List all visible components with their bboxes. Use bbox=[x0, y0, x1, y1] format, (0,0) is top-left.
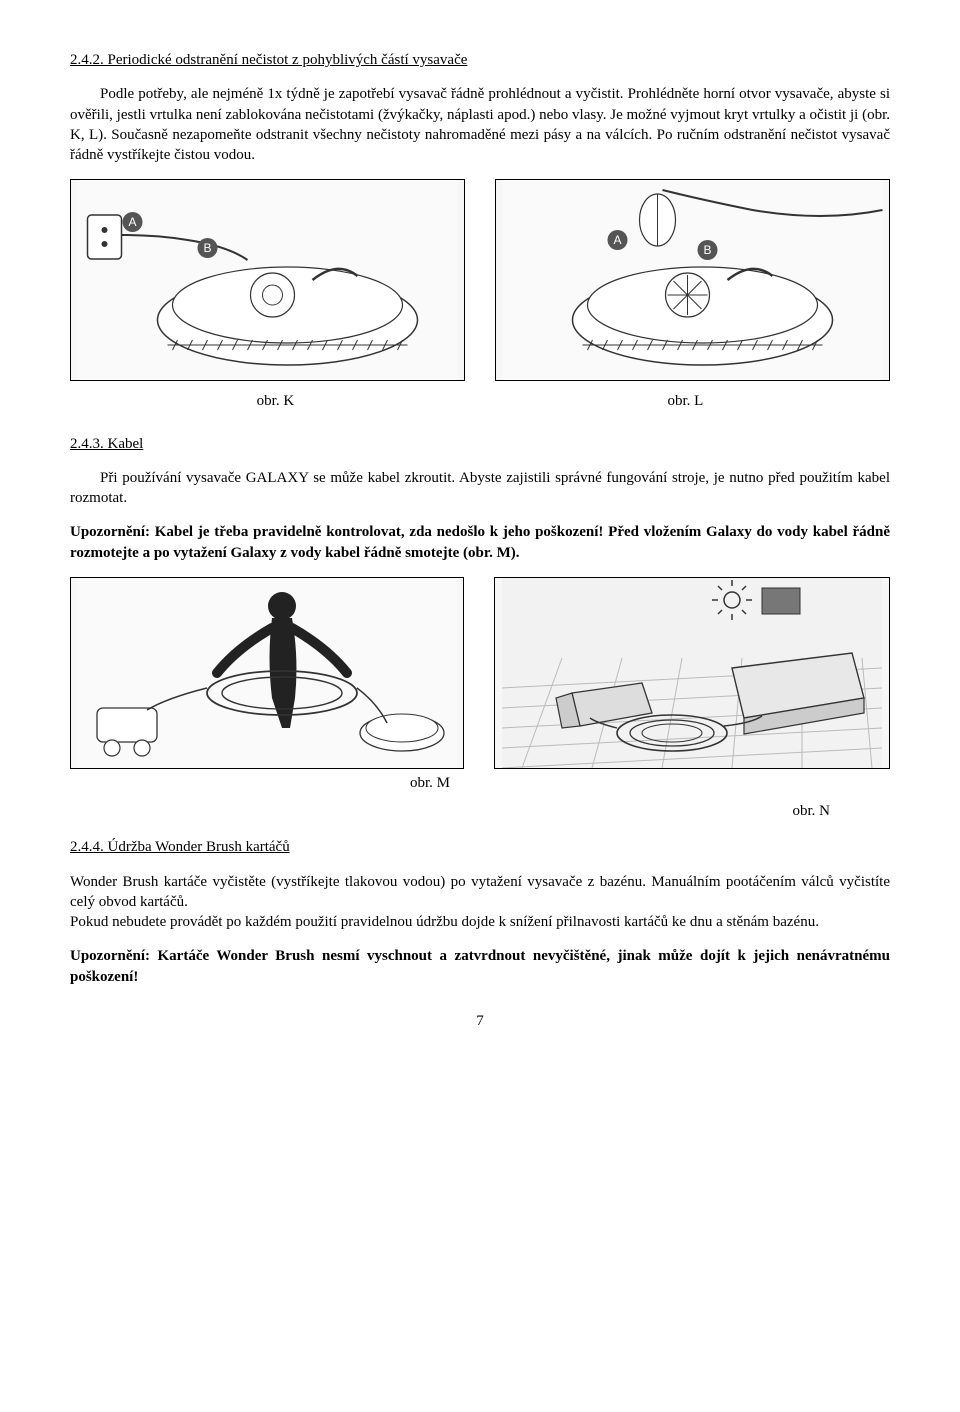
para-2-4-4-b: Pokud nebudete provádět po každém použit… bbox=[70, 912, 890, 932]
page-number: 7 bbox=[70, 1011, 890, 1031]
illustration-n bbox=[495, 578, 889, 768]
warning-2-4-3: Upozornění: Kabel je třeba pravidelně ko… bbox=[70, 522, 890, 563]
caption-m: obr. M bbox=[410, 775, 450, 791]
svg-text:A: A bbox=[128, 215, 136, 229]
heading-2-4-3: 2.4.3. Kabel bbox=[70, 434, 890, 454]
illustration-m bbox=[71, 578, 463, 768]
illustration-k: A B bbox=[71, 180, 464, 380]
figure-l: A B bbox=[495, 179, 890, 381]
figure-row-kl: A B bbox=[70, 179, 890, 381]
heading-2-4-4: 2.4.4. Údržba Wonder Brush kartáčů bbox=[70, 837, 890, 857]
figure-row-mn: obr. M bbox=[70, 577, 890, 793]
svg-text:A: A bbox=[613, 233, 621, 247]
caption-row-kl: obr. K obr. L bbox=[70, 391, 890, 411]
para-2-4-3: Při používání vysavače GALAXY se může ka… bbox=[70, 468, 890, 509]
svg-text:B: B bbox=[203, 241, 211, 255]
figure-n bbox=[494, 577, 890, 769]
illustration-l: A B bbox=[496, 180, 889, 380]
svg-text:B: B bbox=[703, 243, 711, 257]
caption-n: obr. N bbox=[793, 803, 831, 819]
para-2-4-2: Podle potřeby, ale nejméně 1x týdně je z… bbox=[70, 84, 890, 165]
caption-k: obr. K bbox=[257, 391, 295, 411]
warning-2-4-4: Upozornění: Kartáče Wonder Brush nesmí v… bbox=[70, 946, 890, 987]
para-2-4-4-a: Wonder Brush kartáče vyčistěte (vystříke… bbox=[70, 872, 890, 913]
heading-2-4-2: 2.4.2. Periodické odstranění nečistot z … bbox=[70, 50, 890, 70]
caption-l: obr. L bbox=[667, 391, 703, 411]
figure-k: A B bbox=[70, 179, 465, 381]
figure-m bbox=[70, 577, 464, 769]
